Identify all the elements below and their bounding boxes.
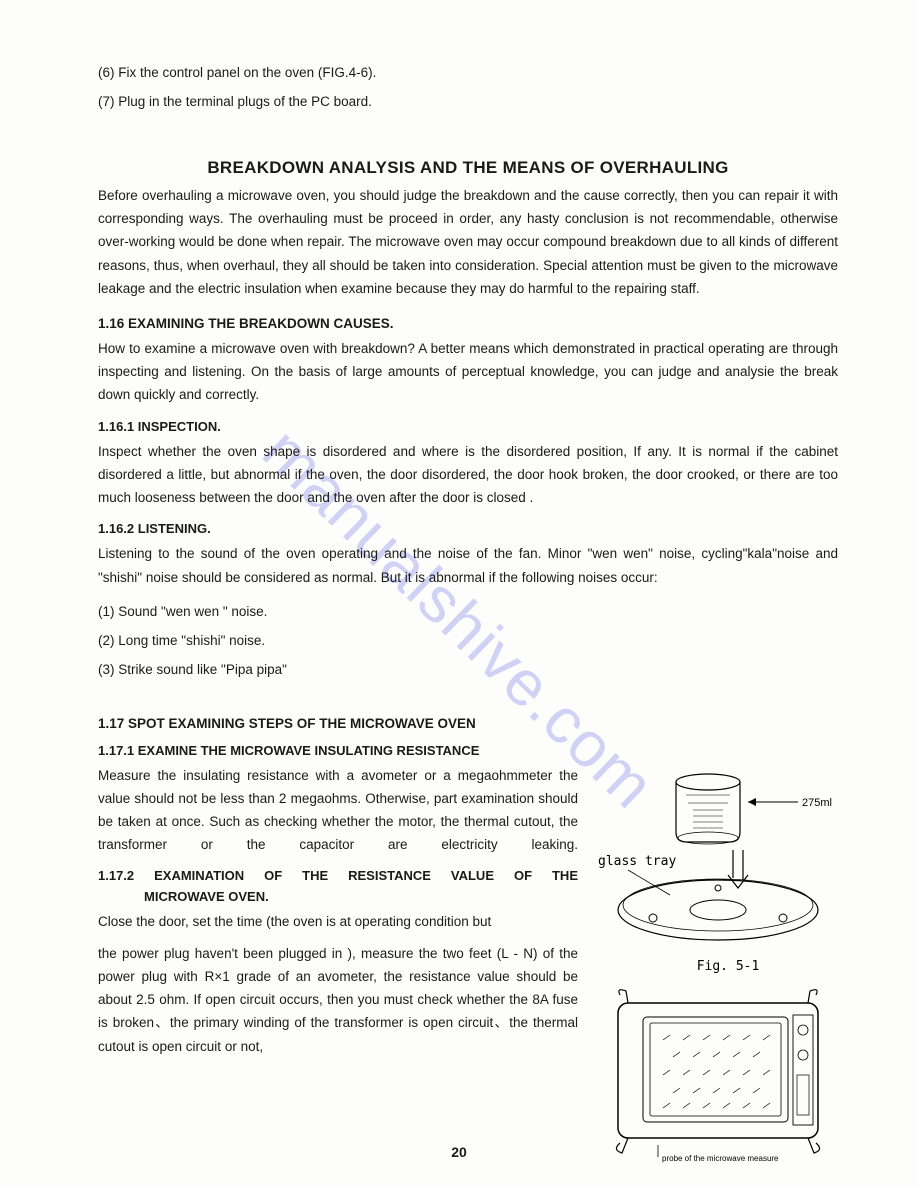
intro-paragraph: Before overhauling a microwave oven, you… xyxy=(98,184,838,300)
body-paragraph: Measure the insulating resistance with a… xyxy=(98,764,578,857)
heading-1172-line1: 1.17.2 EXAMINATION OF THE RESISTANCE VAL… xyxy=(98,868,578,883)
list-item: (2) Long time "shishi" noise. xyxy=(98,630,838,653)
document-page: manualshive.com (6) Fix the control pane… xyxy=(0,0,918,1188)
heading-117: 1.17 SPOT EXAMINING STEPS OF THE MICROWA… xyxy=(98,716,838,731)
body-paragraph: Listening to the sound of the oven opera… xyxy=(98,542,838,588)
heading-1162: 1.16.2 LISTENING. xyxy=(98,521,838,536)
beaker-icon: 275ml xyxy=(676,774,832,844)
list-item: (6) Fix the control panel on the oven (F… xyxy=(98,62,838,85)
body-paragraph: Inspect whether the oven shape is disord… xyxy=(98,440,838,510)
glass-tray-icon: glass tray xyxy=(598,850,818,940)
list-item: (3) Strike sound like "Pipa pipa" xyxy=(98,659,838,682)
figure-caption: Fig. 5-1 xyxy=(697,959,760,974)
heading-116: 1.16 EXAMINING THE BREAKDOWN CAUSES. xyxy=(98,316,838,331)
body-paragraph: How to examine a microwave oven with bre… xyxy=(98,337,838,407)
section-title: BREAKDOWN ANALYSIS AND THE MEANS OF OVER… xyxy=(98,158,838,178)
tray-label: glass tray xyxy=(598,854,676,869)
beaker-label: 275ml xyxy=(802,797,832,809)
heading-1171: 1.17.1 EXAMINE THE MICROWAVE INSULATING … xyxy=(98,743,838,758)
body-paragraph: Close the door, set the time (the oven i… xyxy=(98,910,578,933)
list-item: (7) Plug in the terminal plugs of the PC… xyxy=(98,91,838,114)
list-item: (1) Sound "wen wen " noise. xyxy=(98,601,838,624)
microwave-icon: probe of the microwave measure xyxy=(616,990,819,1163)
figure-svg: 275ml glass tray Fig. 5-1 xyxy=(598,770,858,1180)
body-paragraph: the power plug haven't been plugged in )… xyxy=(98,942,578,1058)
figure-5-1: 275ml glass tray Fig. 5-1 xyxy=(598,770,858,1183)
heading-1161: 1.16.1 INSPECTION. xyxy=(98,419,838,434)
probe-label: probe of the microwave measure xyxy=(662,1154,779,1163)
page-number: 20 xyxy=(451,1144,467,1160)
